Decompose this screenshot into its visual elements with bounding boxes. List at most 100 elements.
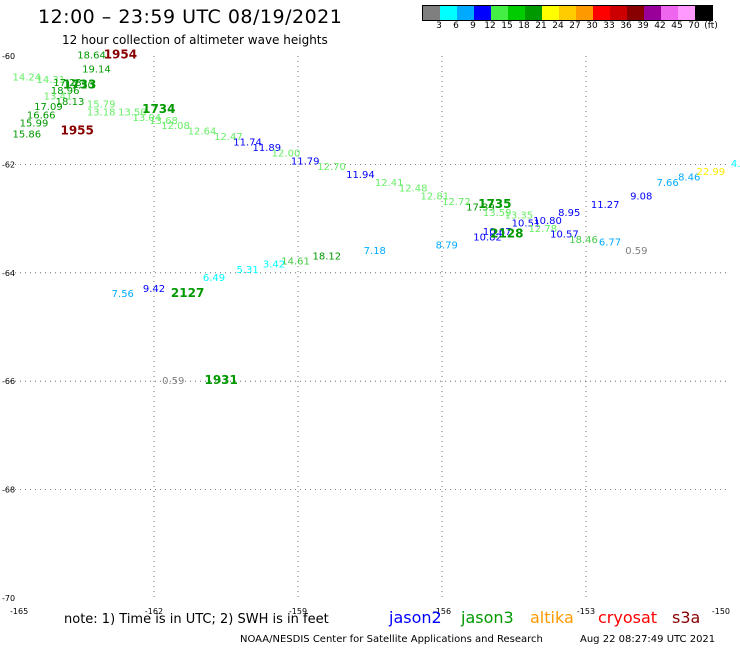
lon-tick-label: -162 [145, 607, 163, 616]
lat-tick-label: -64 [2, 269, 15, 278]
wave-height-value: 8.95 [558, 208, 580, 219]
pass-time-label: 1955 [60, 124, 93, 138]
legend-swatch [457, 6, 474, 20]
wave-height-value: 11.74 [233, 137, 262, 148]
wave-height-value: 17.39 [466, 202, 495, 213]
pass-time-label: 1733 [63, 78, 96, 92]
wave-height-value: 10.82 [473, 232, 502, 243]
wave-height-value: 13.04 [132, 113, 161, 124]
wave-height-value: 3.42 [263, 259, 285, 270]
wave-height-value: 10.51 [512, 219, 541, 230]
wave-height-value: 5.31 [236, 265, 258, 276]
wave-height-value: 11.94 [346, 170, 375, 181]
wave-height-value: 0.59 [162, 376, 184, 387]
wave-height-value: 0.59 [625, 246, 647, 257]
wave-height-value: 13.18 [87, 108, 116, 119]
wave-height-value: 11.89 [252, 143, 281, 154]
wave-height-value: 18.46 [569, 235, 598, 246]
legend-swatch [695, 6, 712, 20]
wave-height-value: 12.72 [442, 197, 471, 208]
wave-height-value: 13.68 [149, 116, 178, 127]
legend-label: 18 [518, 21, 530, 31]
legend-label: 45 [671, 21, 683, 31]
legend-swatch [593, 6, 610, 20]
lon-tick-label: -153 [577, 607, 595, 616]
wave-height-value: 12.00 [272, 148, 301, 159]
legend-swatch [423, 6, 440, 20]
wave-height-value: 15.99 [20, 118, 49, 129]
wave-height-value: 12.78 [528, 224, 557, 235]
satellite-label: jason3 [461, 608, 514, 627]
legend-swatch [610, 6, 627, 20]
legend-label: 24 [552, 21, 564, 31]
wave-height-value: 12.41 [375, 178, 404, 189]
legend-label: 9 [470, 21, 476, 31]
legend-swatch [474, 6, 491, 20]
satellite-label: s3a [672, 608, 701, 627]
legend-label: 42 [654, 21, 666, 31]
color-legend-bar [422, 5, 713, 21]
wave-height-value: 4.19 [731, 159, 740, 170]
legend-swatch [678, 6, 695, 20]
generated-timestamp: Aug 22 08:27:49 UTC 2021 [580, 634, 716, 645]
legend-swatch [559, 6, 576, 20]
wave-height-value: 15.79 [87, 99, 116, 110]
legend-label: 33 [603, 21, 615, 31]
lon-tick-label: -156 [433, 607, 451, 616]
legend-label: 36 [620, 21, 632, 31]
lat-tick-label: -66 [2, 377, 15, 386]
lon-tick-label: -159 [289, 607, 307, 616]
wave-height-value: 16.66 [27, 110, 56, 121]
wave-height-value: 13.35 [504, 211, 533, 222]
pass-time-label: 1954 [104, 48, 137, 62]
legend-swatch [508, 6, 525, 20]
legend-label: 3 [436, 21, 442, 31]
legend-label: 6 [453, 21, 459, 31]
wave-height-value: 12.81 [420, 192, 449, 203]
wave-height-value: 19.20 [65, 81, 94, 92]
wave-height-value: 7.66 [656, 178, 678, 189]
wave-height-value: 12.08 [161, 121, 190, 132]
legend-swatch [627, 6, 644, 20]
legend-label: 12 [484, 21, 496, 31]
wave-height-value: 10.80 [533, 216, 562, 227]
wave-height-value: 14.24 [12, 72, 41, 83]
legend-swatch [542, 6, 559, 20]
footer-note: note: 1) Time is in UTC; 2) SWH is in fe… [64, 612, 329, 627]
legend-label: 27 [569, 21, 581, 31]
pass-time-label: 2127 [171, 286, 204, 300]
wave-height-value: 13.50 [118, 108, 147, 119]
wave-height-value: 11.27 [591, 200, 620, 211]
wave-height-value: 18.64 [77, 51, 106, 62]
legend-swatch [491, 6, 508, 20]
wave-height-value: 12.48 [399, 184, 428, 195]
legend-swatch [440, 6, 457, 20]
legend-label: (ft) [704, 21, 718, 31]
wave-height-value: 10.67 [483, 227, 512, 238]
pass-time-label: 1734 [142, 102, 175, 116]
legend-swatch [576, 6, 593, 20]
wave-height-value: 10.57 [550, 230, 579, 241]
lon-tick-label: -150 [712, 607, 730, 616]
wave-height-value: 17.23 [53, 78, 82, 89]
satellite-label: cryosat [598, 608, 658, 627]
page-subtitle: 12 hour collection of altimeter wave hei… [62, 33, 328, 47]
wave-height-value: 7.18 [364, 246, 386, 257]
legend-swatch [661, 6, 678, 20]
satellite-label: altika [530, 608, 574, 627]
wave-height-value: 18.12 [312, 251, 341, 262]
legend-label: 30 [586, 21, 598, 31]
lat-tick-label: -68 [2, 486, 15, 495]
pass-time-label: 1735 [478, 197, 511, 211]
legend-label: 39 [637, 21, 649, 31]
wave-height-value: 15.86 [12, 129, 41, 140]
legend-label: 21 [535, 21, 547, 31]
wave-height-value: 12.64 [188, 127, 217, 138]
lon-tick-label: -165 [10, 607, 28, 616]
pass-time-label: 1931 [204, 373, 237, 387]
wave-height-value: 8.79 [436, 240, 458, 251]
wave-height-value: 11.79 [291, 156, 320, 167]
wave-height-value: 13.41 [44, 91, 73, 102]
wave-height-value: 13.59 [483, 208, 512, 219]
